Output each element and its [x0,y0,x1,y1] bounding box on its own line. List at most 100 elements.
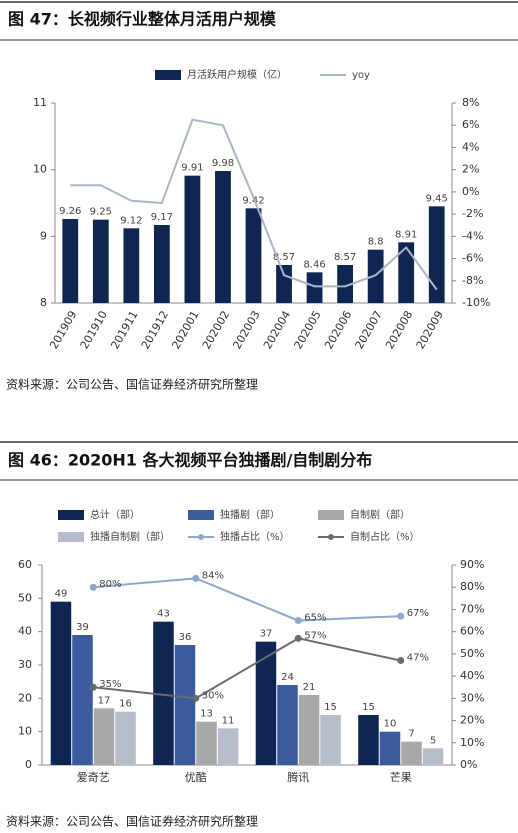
data-label: 8.46 [303,259,325,270]
data-label: 16 [119,699,132,710]
data-label: 9.17 [151,212,173,223]
data-label: 21 [303,682,316,693]
y-tick-label: 11 [33,96,47,109]
y-tick-label: 9 [40,229,47,242]
y2-tick-label: 70% [460,602,484,615]
data-label: 24 [281,672,294,683]
x-tick-label: 201911 [108,309,140,352]
legend-label: 自制占比（%） [350,530,420,543]
x-tick-label: 202006 [322,309,354,352]
y2-tick-label: 30% [460,691,484,704]
bar [428,206,445,303]
line-marker [192,574,200,582]
legend-swatch [58,532,84,542]
bar [92,219,109,303]
data-label: 9.26 [59,206,81,217]
bar [215,171,231,303]
y2-tick-label: 0% [462,185,479,198]
y-tick-label: 20 [18,691,32,704]
bar [174,645,196,765]
x-tick-label: 202002 [200,309,232,352]
data-label: 9.98 [212,158,234,169]
legend-label: 自制剧（部） [350,508,410,521]
x-tick-label: 爱奇艺 [77,771,110,784]
y-tick-label: 40 [18,625,32,638]
legend-label: 月活跃用户规模（亿） [187,68,287,81]
y2-tick-label: 2% [462,163,479,176]
y2-tick-label: -2% [462,207,483,220]
legend-label: yoy [352,70,370,81]
bar [217,728,239,765]
x-tick-label: 202005 [292,309,324,352]
x-tick-label: 202004 [261,309,293,352]
bar [367,249,384,303]
y-tick-label: 8 [40,296,47,309]
data-label: 47% [407,653,429,664]
bar [93,708,115,765]
data-label: 5 [430,735,436,746]
bar [401,741,422,765]
bar [50,601,72,765]
x-tick-label: 201912 [139,309,171,352]
data-label: 13 [200,709,213,720]
data-label: 8.91 [395,229,417,240]
bar [320,715,341,765]
data-label: 15 [362,702,375,713]
legend-label: 独播自制剧（部） [90,530,170,543]
line-marker [89,583,97,591]
legend-marker [198,534,204,540]
data-label: 65% [304,613,326,624]
bar [123,228,140,303]
legend-label: 独播占比（%） [220,530,290,543]
y2-tick-label: 50% [460,647,484,660]
data-label: 67% [407,608,429,619]
source-note: 资料来源：公司公告、国信证券经济研究所整理 [6,814,258,829]
data-label: 57% [304,630,326,641]
x-tick-label: 202001 [169,309,201,352]
data-label: 9.45 [426,193,448,204]
data-label: 39 [76,622,89,633]
legend-label: 总计（部） [90,508,140,521]
line-marker [397,612,405,620]
data-label: 17 [98,695,111,706]
x-tick-label: 202009 [414,309,446,352]
bar [153,621,174,765]
data-label: 10 [384,719,397,730]
data-label: 7 [408,729,414,740]
y2-tick-label: -6% [462,252,483,265]
data-label: 11 [222,715,235,726]
x-tick-label: 腾讯 [287,770,309,784]
data-label: 49 [55,589,68,600]
bar [306,272,323,303]
line [93,577,401,622]
bar [298,695,320,765]
y2-tick-label: 60% [460,625,484,638]
data-label: 8.8 [368,237,384,248]
legend-marker [328,534,334,540]
y2-tick-label: 80% [460,580,484,593]
bar [184,175,201,303]
data-label: 37 [260,629,273,640]
x-tick-label: 202007 [353,309,385,352]
x-tick-label: 201910 [78,309,110,352]
data-label: 15 [324,702,337,713]
data-label: 9.12 [120,215,142,226]
legend-swatch [188,510,214,520]
y-tick-label: 0 [25,758,32,771]
figure-title: 图 46：2020H1 各大视频平台独播剧/自制剧分布 [8,451,372,470]
y2-tick-label: -8% [462,274,483,287]
x-tick-label: 202003 [230,309,262,352]
y2-tick-label: 6% [462,118,479,131]
y2-tick-label: -4% [462,229,483,242]
y-tick-label: 10 [18,725,32,738]
x-tick-label: 202008 [383,309,415,352]
legend-swatch [155,70,181,80]
data-label: 8.57 [273,252,295,263]
y2-tick-label: 4% [462,140,479,153]
data-label: 80% [99,579,121,590]
legend-label: 独播剧（部） [220,508,280,521]
line [70,118,438,291]
data-label: 30% [202,690,224,701]
bar [277,685,298,765]
line [93,637,401,700]
